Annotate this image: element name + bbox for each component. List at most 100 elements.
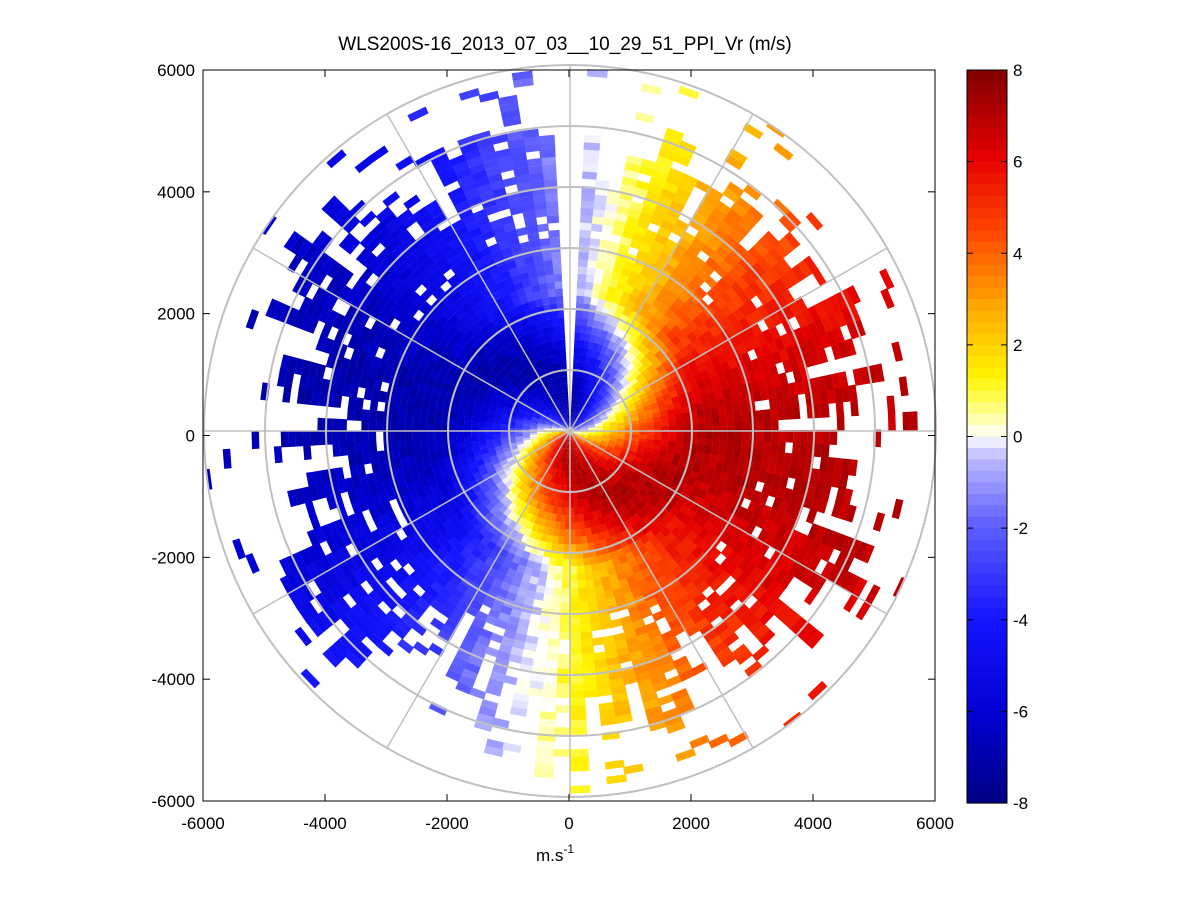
velocity-cell [312, 269, 328, 288]
velocity-cell [722, 632, 740, 648]
velocity-cell [320, 322, 333, 339]
velocity-cell [570, 719, 587, 728]
velocity-cell [627, 293, 639, 304]
velocity-cell [555, 419, 562, 425]
velocity-cell [880, 288, 895, 309]
velocity-cell [741, 211, 759, 227]
velocity-cell [673, 447, 683, 455]
velocity-cell [524, 366, 533, 375]
velocity-cell [549, 414, 556, 421]
velocity-cell [755, 515, 768, 530]
velocity-cell [577, 580, 588, 589]
velocity-cell [484, 646, 500, 658]
velocity-cell [522, 426, 530, 430]
velocity-cell [556, 454, 561, 462]
velocity-cell [483, 364, 494, 374]
velocity-cell [514, 174, 531, 185]
velocity-cell [576, 295, 585, 304]
velocity-cell [673, 406, 683, 415]
velocity-cell [545, 579, 555, 588]
velocity-cell [494, 465, 504, 474]
velocity-cell [703, 474, 713, 485]
velocity-cell [454, 167, 472, 181]
velocity-cell [535, 268, 546, 278]
velocity-cell [603, 552, 613, 562]
velocity-cell [646, 363, 656, 373]
velocity-cell [631, 434, 640, 439]
velocity-cell [840, 288, 855, 308]
velocity-cell [531, 253, 544, 263]
velocity-cell [480, 407, 489, 414]
velocity-cell [614, 472, 622, 481]
velocity-cell [570, 441, 572, 450]
velocity-cell [334, 467, 345, 482]
velocity-cell [518, 241, 532, 251]
velocity-cell [771, 374, 782, 388]
velocity-cell [742, 122, 764, 140]
velocity-cell [583, 689, 600, 698]
velocity-cell [612, 450, 621, 456]
velocity-cell [580, 434, 588, 438]
velocity-cell [614, 336, 624, 346]
velocity-cell [406, 481, 417, 494]
velocity-cell [578, 469, 583, 478]
velocity-cell [602, 634, 616, 645]
velocity-cell [541, 454, 549, 462]
velocity-cell [333, 639, 351, 658]
velocity-cell [730, 566, 745, 581]
velocity-cell [672, 153, 691, 167]
velocity-cell [751, 261, 767, 277]
velocity-cell [631, 437, 640, 442]
velocity-cell [549, 441, 556, 448]
velocity-cell [593, 440, 601, 445]
velocity-cell [582, 476, 588, 485]
velocity-cell [593, 419, 602, 424]
velocity-cell [432, 286, 446, 300]
velocity-cell [662, 213, 679, 226]
velocity-cell [632, 472, 641, 481]
velocity-cell [398, 448, 408, 459]
velocity-cell [575, 310, 583, 319]
velocity-cell [886, 395, 896, 415]
velocity-cell [617, 425, 625, 429]
velocity-cell [566, 398, 569, 406]
velocity-cell [527, 232, 540, 242]
velocity-cell [529, 613, 542, 623]
velocity-cell [723, 234, 740, 249]
velocity-cell [582, 411, 589, 419]
velocity-cell [532, 538, 542, 548]
velocity-cell [441, 470, 451, 481]
velocity-cell [338, 232, 356, 250]
velocity-cell [420, 445, 430, 456]
velocity-cell [731, 294, 745, 309]
velocity-cell [809, 377, 820, 393]
velocity-cell [535, 755, 555, 764]
velocity-cell [695, 402, 704, 411]
velocity-cell [590, 399, 597, 407]
velocity-cell [749, 335, 761, 350]
velocity-cell [406, 588, 422, 604]
velocity-cell [483, 204, 499, 217]
velocity-cell [573, 463, 577, 472]
velocity-cell [608, 495, 617, 504]
velocity-cell [445, 669, 463, 683]
velocity-cell [854, 541, 868, 561]
velocity-cell [339, 269, 354, 287]
velocity-cell [604, 203, 618, 213]
velocity-cell [532, 314, 541, 324]
velocity-cell [298, 373, 309, 391]
velocity-cell [346, 431, 355, 444]
velocity-cell [732, 552, 746, 567]
velocity-cell [493, 488, 503, 498]
velocity-cell [577, 499, 583, 508]
velocity-cell [661, 430, 669, 437]
velocity-cell [475, 183, 492, 196]
velocity-cell [567, 449, 570, 457]
x-tick-label: 6000 [916, 814, 954, 833]
velocity-cell [812, 334, 825, 351]
velocity-cell [516, 587, 529, 598]
velocity-cell [507, 459, 517, 467]
velocity-cell [387, 257, 402, 273]
velocity-cell [375, 619, 393, 636]
colorbar-band [967, 688, 1007, 701]
